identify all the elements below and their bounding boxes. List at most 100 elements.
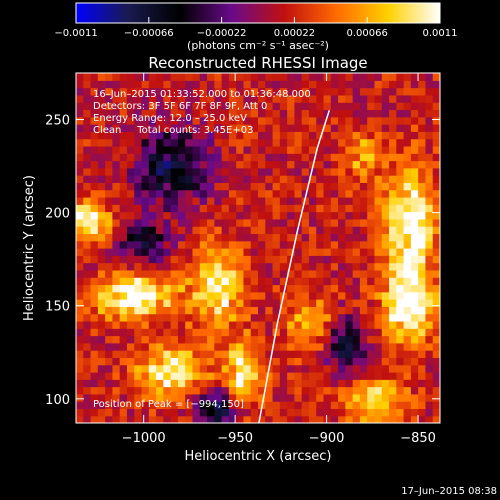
heatmap-cell — [119, 386, 128, 395]
heatmap-cell — [403, 233, 412, 242]
heatmap-cell — [221, 401, 230, 410]
heatmap-cell — [148, 189, 157, 198]
heatmap-cell — [418, 73, 427, 81]
heatmap-cell — [425, 167, 434, 176]
heatmap-cell — [396, 306, 405, 315]
heatmap-cell — [352, 94, 361, 103]
heatmap-cell — [308, 124, 317, 132]
heatmap-cell — [250, 109, 259, 118]
heatmap-cell — [396, 138, 405, 147]
heatmap-cell — [214, 284, 223, 293]
heatmap-cell — [214, 196, 223, 205]
heatmap-cell — [403, 357, 412, 366]
heatmap-cell — [359, 291, 368, 300]
heatmap-cell — [287, 182, 295, 191]
heatmap-cell — [119, 145, 128, 154]
heatmap-cell — [214, 116, 223, 125]
heatmap-cell — [308, 320, 317, 329]
heatmap-cell — [265, 175, 274, 183]
heatmap-cell — [403, 342, 412, 351]
heatmap-cell — [119, 357, 128, 366]
heatmap-cell — [83, 94, 92, 103]
heatmap-cell — [250, 386, 259, 395]
heatmap-cell — [418, 291, 427, 300]
heatmap-cell — [141, 269, 150, 278]
heatmap-cell — [265, 401, 274, 410]
heatmap-cell — [90, 102, 99, 111]
heatmap-cell — [425, 233, 434, 242]
heatmap-cell — [148, 291, 157, 300]
heatmap-cell — [90, 131, 99, 140]
heatmap-cell — [272, 167, 281, 176]
colorbar-tick-label: −0.0011 — [54, 28, 97, 39]
heatmap-cell — [265, 284, 274, 293]
heatmap-cell — [258, 196, 266, 205]
heatmap-cell — [352, 328, 361, 337]
heatmap-cell — [389, 313, 397, 322]
heatmap-cell — [425, 138, 434, 147]
heatmap-cell — [352, 357, 361, 366]
heatmap-cell — [185, 153, 194, 162]
heatmap-cell — [323, 269, 332, 278]
heatmap-cell — [119, 320, 128, 329]
heatmap-cell — [425, 342, 434, 351]
heatmap-cell — [214, 153, 223, 162]
heatmap-cell — [287, 357, 295, 366]
heatmap-cell — [359, 211, 368, 220]
heatmap-cell — [287, 328, 295, 337]
heatmap-cell — [330, 277, 339, 286]
heatmap-cell — [236, 415, 245, 423]
heatmap-cell — [199, 291, 208, 300]
heatmap-cell — [287, 196, 295, 205]
heatmap-cell — [236, 138, 245, 147]
heatmap-cell — [192, 342, 201, 351]
heatmap-cell — [272, 102, 281, 111]
solar-limb-line — [258, 110, 331, 423]
heatmap-cell — [258, 255, 266, 264]
heatmap-cell — [330, 255, 339, 264]
heatmap-cell — [323, 306, 332, 315]
heatmap-cell — [396, 145, 405, 154]
heatmap-cell — [352, 204, 361, 213]
heatmap-cell — [163, 306, 172, 315]
heatmap-cell — [243, 145, 252, 154]
heatmap-cell — [214, 415, 223, 423]
heatmap-cell — [374, 284, 383, 293]
heatmap-cell — [228, 393, 237, 402]
heatmap-cell — [199, 277, 208, 286]
heatmap-cell — [418, 306, 427, 315]
heatmap-cell — [250, 116, 259, 125]
heatmap-cell — [272, 116, 281, 125]
heatmap-cell — [294, 211, 303, 220]
heatmap-cell — [156, 211, 164, 220]
heatmap-cell — [207, 153, 215, 162]
heatmap-cell — [221, 255, 230, 264]
heatmap-cell — [418, 189, 427, 198]
heatmap-cell — [97, 371, 106, 380]
heatmap-cell — [228, 335, 237, 344]
heatmap-cell — [250, 233, 259, 242]
heatmap-cell — [367, 87, 376, 96]
heatmap-cell — [126, 153, 135, 162]
heatmap-cell — [316, 408, 325, 417]
heatmap-cell — [163, 299, 172, 307]
heatmap-cell — [330, 408, 339, 417]
heatmap-cell — [396, 393, 405, 402]
heatmap-cell — [112, 109, 121, 118]
heatmap-cell — [374, 138, 383, 147]
heatmap-cell — [432, 160, 440, 169]
heatmap-cell — [236, 284, 245, 293]
heatmap-cell — [301, 160, 310, 169]
heatmap-cell — [250, 189, 259, 198]
heatmap-cell — [243, 218, 252, 227]
heatmap-cell — [90, 386, 99, 395]
heatmap-cell — [250, 145, 259, 154]
heatmap-cell — [389, 240, 397, 249]
heatmap-cell — [156, 116, 164, 125]
heatmap-cell — [396, 408, 405, 417]
heatmap-cell — [97, 153, 106, 162]
heatmap-cell — [432, 109, 440, 118]
heatmap-cell — [207, 160, 215, 169]
heatmap-cell — [119, 248, 128, 256]
heatmap-cell — [367, 145, 376, 154]
